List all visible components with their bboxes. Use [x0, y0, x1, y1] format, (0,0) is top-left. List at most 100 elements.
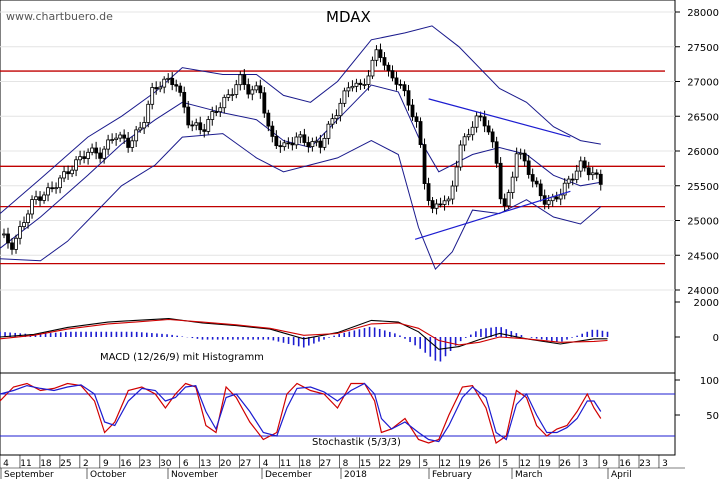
candle-body [190, 124, 195, 127]
candle-body [482, 116, 487, 127]
candle-body [326, 123, 331, 139]
axis-ticks: 2400024500250002550026000265002700027500… [0, 8, 719, 479]
candle-body [466, 134, 471, 138]
x-tick-label: 16 [619, 459, 631, 469]
candle-body [402, 84, 407, 92]
x-tick-label: 5 [502, 459, 508, 469]
candle-body [598, 173, 603, 185]
main-y-tick-label: 27000 [687, 78, 719, 89]
candle-body [594, 172, 599, 175]
candle-body [314, 140, 319, 143]
main-y-tick-label: 25000 [687, 217, 719, 228]
candle-body [66, 171, 70, 175]
candle-body [454, 166, 459, 187]
candle-body [558, 194, 563, 200]
candle-body [182, 91, 187, 108]
macd-line [0, 318, 608, 350]
candle-body [82, 156, 87, 159]
x-tick-label: 23 [639, 459, 650, 469]
candles [2, 43, 603, 255]
candle-body [386, 64, 391, 72]
candle-body [158, 86, 163, 90]
candle-body [522, 152, 527, 162]
candle-body [322, 137, 327, 148]
main-y-tick-label: 26500 [687, 112, 719, 123]
month-label: March [515, 470, 542, 479]
candle-body [290, 142, 295, 146]
candle-body [438, 203, 443, 206]
x-tick-label: 9 [602, 459, 608, 469]
x-tick-label: 20 [220, 459, 232, 469]
candle-body [378, 49, 383, 58]
candle-body [146, 103, 151, 123]
candle-body [194, 122, 199, 126]
candle-body [46, 187, 50, 196]
candle-body [350, 85, 355, 89]
candle-body [306, 142, 311, 147]
candle-body [330, 118, 335, 125]
stochastic-k-line [0, 382, 602, 444]
candle-body [242, 74, 247, 85]
main-y-tick-label: 24500 [687, 251, 719, 262]
x-tick-label: 16 [120, 459, 132, 469]
candle-body [150, 87, 155, 105]
candle-body [298, 134, 303, 138]
candle-body [510, 176, 515, 193]
candle-body [74, 159, 78, 171]
x-tick-label: 6 [183, 459, 189, 469]
candle-body [50, 187, 54, 190]
candle-body [226, 94, 231, 98]
candle-body [554, 196, 559, 200]
candle-body [422, 144, 427, 184]
candle-body [490, 131, 495, 143]
horizontal-levels [0, 70, 665, 265]
candle-body [258, 85, 263, 94]
main-panel-frame [0, 0, 676, 374]
macd-panel [0, 318, 609, 362]
candle-body [426, 183, 431, 201]
candle-body [250, 89, 255, 95]
stochastic-panel [0, 382, 675, 444]
candle-body [98, 152, 103, 159]
trendline-upper [428, 98, 571, 138]
stochastic-y-tick-label: 100 [700, 376, 719, 387]
candle-body [18, 226, 22, 239]
candle-body [10, 242, 14, 250]
candle-body [30, 199, 34, 215]
candle-body [566, 178, 571, 184]
candle-body [26, 213, 30, 223]
candle-body [110, 139, 115, 141]
candle-body [546, 200, 551, 205]
macd-label: MACD (12/26/9) mit Histogramm [100, 352, 264, 363]
candle-body [266, 112, 271, 127]
candle-body [122, 134, 127, 139]
month-label: November [171, 470, 218, 479]
candle-body [234, 84, 239, 95]
watermark: www.chartbuero.de [6, 10, 113, 23]
candle-body [202, 129, 207, 132]
candle-body [394, 77, 399, 85]
candle-body [118, 134, 123, 139]
trendlines [414, 98, 571, 240]
candle-body [294, 136, 299, 146]
candle-body [102, 148, 107, 159]
candle-body [362, 84, 367, 86]
candle-body [458, 144, 463, 168]
x-tick-label: 8 [343, 459, 349, 469]
candle-body [130, 140, 135, 148]
candle-body [230, 94, 235, 96]
x-tick-label: 23 [140, 459, 151, 469]
main-y-tick-label: 27500 [687, 43, 719, 54]
x-tick-label: 5 [422, 459, 428, 469]
candle-body [310, 141, 315, 147]
candle-body [334, 115, 339, 120]
candle-body [494, 141, 499, 164]
candle-body [170, 77, 175, 86]
candle-body [254, 85, 259, 91]
candle-body [218, 107, 223, 113]
month-label: 2018 [344, 470, 367, 479]
candle-body [86, 151, 91, 159]
candle-body [474, 115, 479, 128]
x-tick-label: 11 [20, 459, 31, 469]
